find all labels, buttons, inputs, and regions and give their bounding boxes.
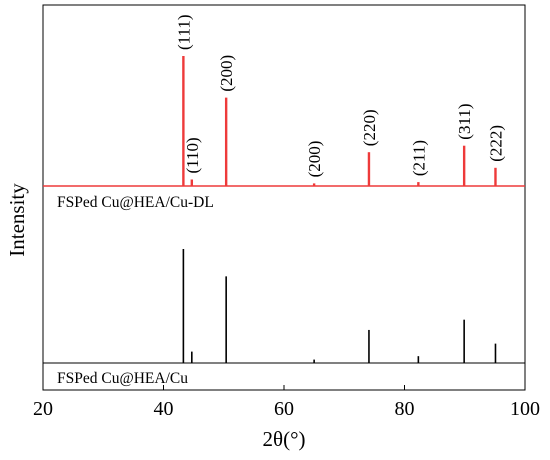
- x-tick-label-4: 100: [510, 398, 540, 420]
- x-tick-label-3: 80: [395, 398, 415, 420]
- x-tick-label-2: 60: [274, 398, 294, 420]
- x-ticks: 20 40 60 80 100: [33, 385, 540, 420]
- peak-label-4: (220): [360, 109, 379, 146]
- top-series-label: FSPed Cu@HEA/Cu-DL: [57, 194, 214, 211]
- peak-label-0: (111): [174, 14, 193, 50]
- bottom-series-label: FSPed Cu@HEA/Cu: [57, 370, 188, 387]
- bottom-panel: [182, 249, 497, 363]
- peak-label-3: (200): [305, 141, 324, 178]
- peak-label-6: (311): [455, 103, 474, 139]
- y-axis-label: Intensity: [5, 183, 29, 257]
- x-axis-label: 2θ(°): [263, 427, 306, 451]
- peak-label-2: (200): [217, 55, 236, 92]
- x-tick-label-0: 20: [33, 398, 53, 420]
- top-panel: (111) (110) (200) (200) (220) (211) (311) (222): [174, 14, 505, 186]
- x-tick-label-1: 40: [154, 398, 174, 420]
- peak-label-5: (211): [409, 140, 428, 176]
- peak-label-7: (222): [486, 125, 505, 162]
- peak-label-1: (110): [183, 137, 202, 173]
